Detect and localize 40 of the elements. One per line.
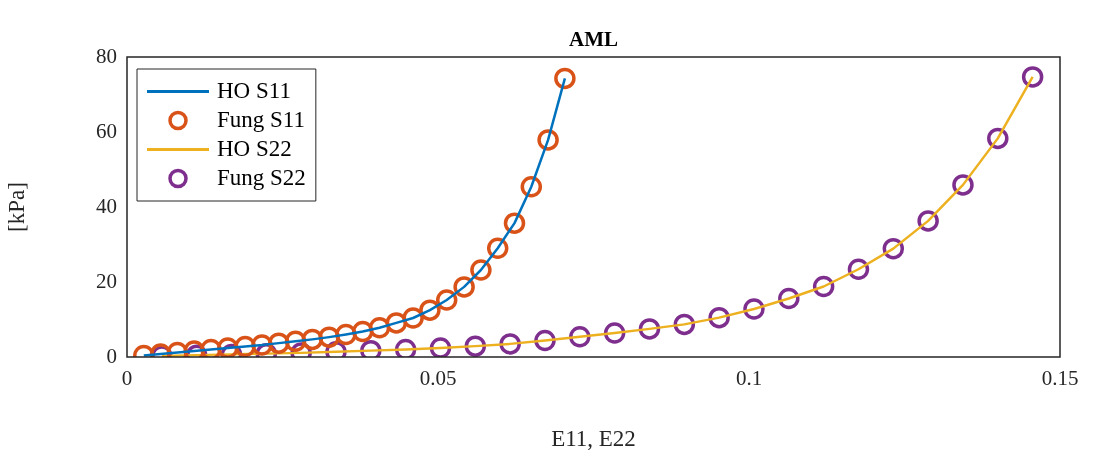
point bbox=[778, 287, 800, 310]
point bbox=[351, 320, 374, 343]
point bbox=[882, 237, 905, 260]
point bbox=[301, 328, 324, 351]
point bbox=[917, 210, 939, 232]
x-tick-label: 0.15 bbox=[1041, 366, 1079, 391]
point bbox=[743, 298, 765, 320]
point bbox=[503, 212, 526, 234]
x-tick-label: 0.1 bbox=[735, 366, 763, 391]
chart-title: AML bbox=[569, 26, 618, 51]
point bbox=[673, 313, 696, 336]
y-tick-label: 80 bbox=[96, 43, 117, 68]
point bbox=[318, 326, 340, 348]
point bbox=[419, 299, 441, 321]
x-tick-label: 0 bbox=[121, 366, 133, 391]
point bbox=[470, 259, 492, 281]
legend-label: Fung S22 bbox=[217, 164, 306, 190]
point bbox=[217, 337, 239, 357]
point bbox=[385, 312, 408, 334]
y-axis-title: [kPa] bbox=[3, 182, 29, 232]
point bbox=[952, 174, 974, 196]
point bbox=[268, 332, 290, 354]
point bbox=[402, 307, 424, 329]
x-tick-label: 0.05 bbox=[419, 366, 457, 391]
y-tick-label: 0 bbox=[106, 343, 117, 368]
y-tick-label: 20 bbox=[96, 268, 117, 293]
legend-label: Fung S11 bbox=[217, 106, 305, 132]
point bbox=[368, 317, 391, 339]
point bbox=[1021, 66, 1044, 88]
legend-label: HO S11 bbox=[217, 77, 291, 103]
y-tick-label: 60 bbox=[96, 118, 117, 143]
point bbox=[812, 275, 835, 298]
point bbox=[335, 323, 357, 346]
point bbox=[453, 276, 475, 298]
point bbox=[554, 67, 576, 90]
point bbox=[603, 322, 626, 344]
y-tick-label: 40 bbox=[96, 193, 117, 218]
point bbox=[987, 127, 1009, 150]
legend-label: HO S22 bbox=[217, 135, 292, 161]
x-axis-title: E11, E22 bbox=[551, 426, 636, 452]
